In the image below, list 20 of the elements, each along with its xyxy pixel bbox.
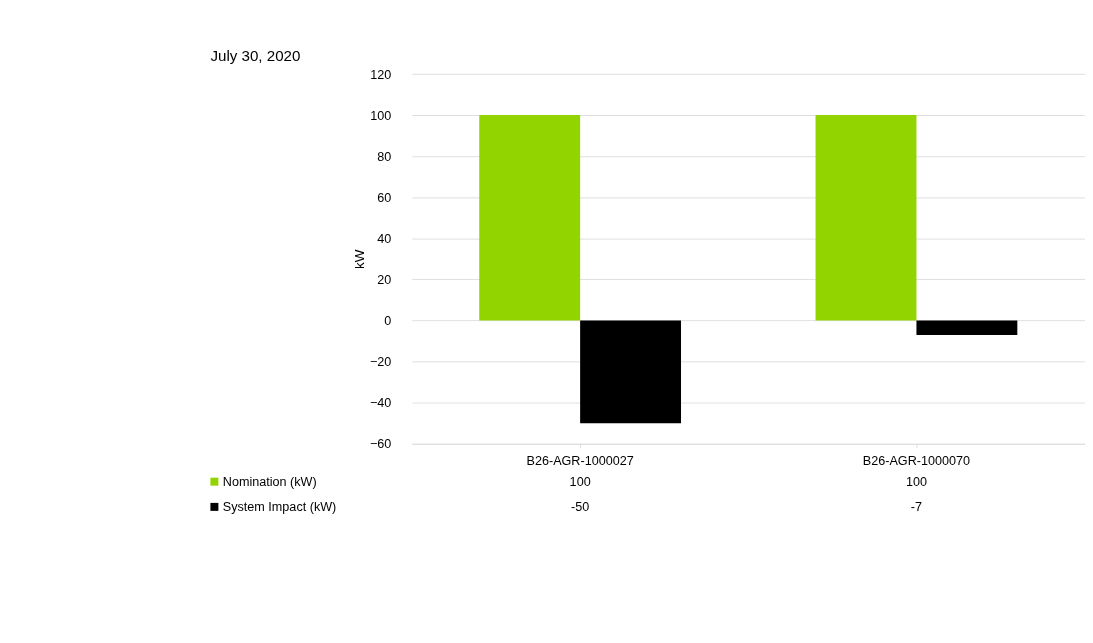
y-tick-label: 100 bbox=[370, 108, 392, 123]
y-tick-label: 40 bbox=[377, 231, 392, 246]
y-axis-title: kW bbox=[352, 249, 368, 269]
y-tick-label: 0 bbox=[384, 314, 392, 329]
x-tick-label: B26-AGR-1000070 bbox=[862, 454, 971, 469]
legend-label: Nomination (kW) bbox=[222, 474, 317, 489]
data-label: -7 bbox=[910, 500, 923, 515]
legend-label: System Impact (kW) bbox=[222, 500, 337, 515]
data-label: 100 bbox=[569, 474, 591, 489]
y-tick-label: 120 bbox=[370, 67, 392, 82]
y-tick-label: −20 bbox=[369, 355, 392, 370]
x-tick-label: B26-AGR-1000027 bbox=[526, 454, 634, 469]
y-tick-label: −40 bbox=[369, 396, 392, 411]
y-tick-label: −60 bbox=[369, 437, 392, 452]
data-label: 100 bbox=[905, 474, 927, 489]
y-tick-label: 20 bbox=[377, 273, 392, 288]
text: July 30, 2020 bbox=[210, 47, 301, 65]
data-label: -50 bbox=[571, 500, 590, 515]
y-tick-label: 80 bbox=[377, 149, 392, 164]
y-tick-label: 60 bbox=[377, 190, 392, 205]
